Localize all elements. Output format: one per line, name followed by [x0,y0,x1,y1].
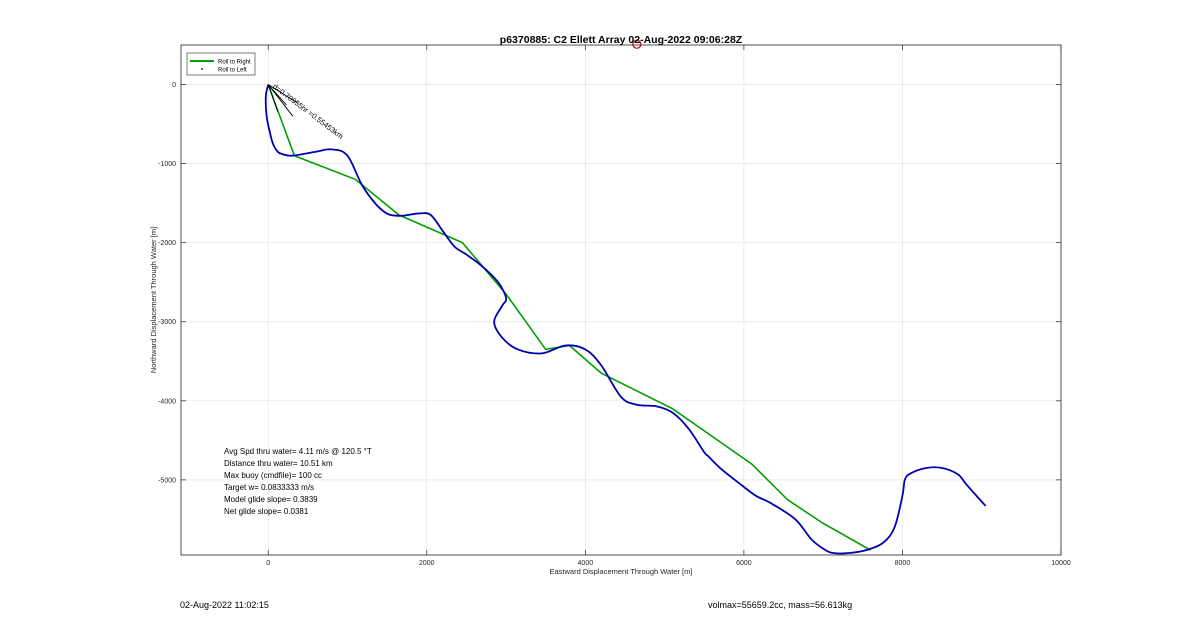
plot-area [181,45,1061,555]
y-tick-label: -3000 [158,319,176,326]
vector-line [267,84,299,104]
plot-frame [180,44,1062,556]
annotation-distance: Distance thru water= 10.51 km [224,459,333,468]
x-tick-label: 2000 [419,560,435,567]
chart-title: p6370885: C2 Ellett Array 02-Aug-2022 09… [500,34,743,46]
annotation-net-glide: Net glide slope= 0.0381 [224,507,309,516]
legend: Roll to Right Roll to Left [186,52,256,76]
legend-roll-right-label: Roll to Right [218,60,251,66]
legend-roll-left-swatch [201,68,203,70]
y-axis-label: Northward Displacement Through Water [m] [149,227,158,373]
annotation-max-buoy: Max buoy (cmdfile)= 100 cc [224,471,322,480]
marker-point [632,39,642,49]
x-tick-label: 4000 [578,560,594,567]
y-tick-label: 0 [172,82,176,89]
y-tick-label: -4000 [158,398,176,405]
series-track-line [264,84,987,555]
x-tick-label: 0 [266,560,270,567]
x-tick-label: 6000 [736,560,752,567]
y-tick-label: -5000 [158,477,176,484]
annotation-avg-speed: Avg Spd thru water= 4.11 m/s @ 120.5 °T [224,447,372,456]
stats-annotation: Avg Spd thru water= 4.11 m/s @ 120.5 °T … [224,447,372,516]
annotation-model-glide: Model glide slope= 0.3839 [224,495,318,504]
x-tick-label: 8000 [895,560,911,567]
annotation-target-w: Target w= 0.0833333 m/s [224,483,314,492]
vector-line [267,84,294,117]
y-tick-label: -2000 [158,240,176,247]
y-tick-label: -1000 [158,161,176,168]
vector-line [267,84,279,112]
x-tick-label: 10000 [1051,560,1071,567]
legend-box [186,52,256,76]
legend-roll-left-label: Roll to Left [218,68,247,74]
footer-timestamp: 02-Aug-2022 11:02:15 [180,600,269,610]
grid-lines [181,45,1062,555]
x-axis-label: Eastward Displacement Through Water [m] [550,567,693,576]
footer-volmax-mass: volmax=55659.2cc, mass=56.613kg [708,600,853,610]
